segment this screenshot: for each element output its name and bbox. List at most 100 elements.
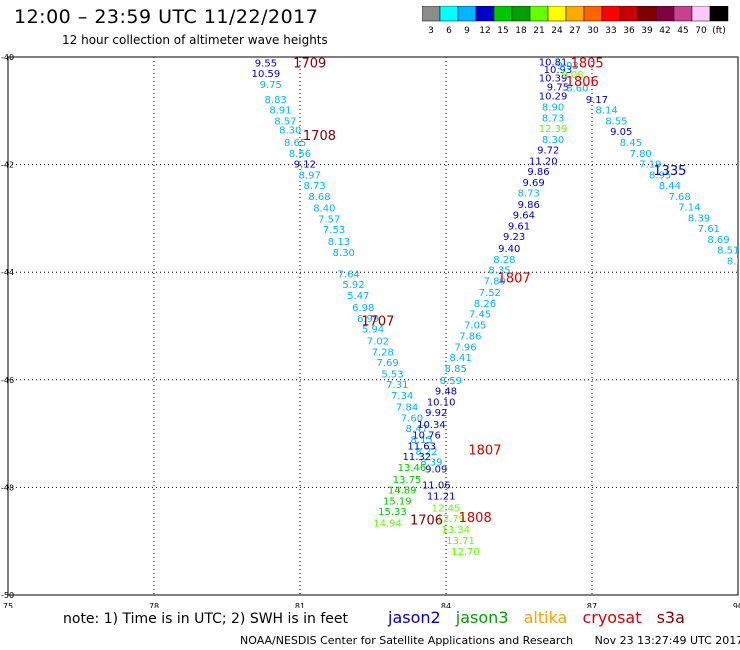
swh-point: 9.09	[425, 465, 447, 476]
footer-timestamp: Nov 23 13:27:49 UTC 2017	[594, 634, 740, 647]
y-tick-label: -48	[1, 483, 14, 492]
swh-point: 8.73	[518, 189, 540, 200]
swh-point: 7.68	[668, 192, 690, 203]
swh-point: 7.57	[318, 214, 340, 225]
swh-point: 8.83	[265, 95, 287, 106]
colorbar-swatch	[709, 6, 729, 22]
y-tick-label: -40	[1, 53, 14, 62]
swh-point: 9.75	[547, 83, 569, 94]
swh-point: 7.96	[454, 342, 476, 353]
pass-time-label: 1709	[293, 56, 326, 71]
pass-time-label: 1706	[410, 514, 443, 529]
pass-time-label: 1806	[566, 75, 599, 90]
pass-time-label: 1807	[468, 444, 501, 459]
swh-point: 7.80	[630, 149, 652, 160]
swh-point: 8.57	[274, 116, 296, 127]
swh-point: 9.05	[610, 127, 632, 138]
swh-point: 8.30	[333, 248, 355, 259]
swh-point: 7.34	[391, 391, 413, 402]
colorbar-label: 42	[659, 26, 670, 36]
swh-point: 8.13	[328, 237, 350, 248]
swh-point: 8.95	[649, 170, 671, 181]
legend-cryosat: cryosat	[582, 608, 642, 627]
swh-point: 12.70	[451, 547, 480, 558]
track-points: 9.5510.599.758.838.918.578.308.658.569.1…	[252, 56, 740, 558]
swh-colorbar: 3 6 9 12 15 18 21 24 27 30 33 36 39 42 45 70 (ft)	[422, 6, 729, 36]
footer: NOAA/NESDIS Center for Satellite Applica…	[240, 634, 740, 647]
plot-frame	[7, 56, 739, 596]
colorbar-label: 21	[533, 26, 544, 36]
swh-point: 9.75	[260, 80, 282, 91]
swh-point: 14.94	[373, 518, 402, 529]
swh-point: 9.23	[503, 232, 525, 243]
swh-point: 9.40	[498, 244, 520, 255]
swh-point: 10.81	[539, 57, 568, 68]
swh-point: 9.08	[561, 70, 583, 81]
y-tick-label: -50	[1, 591, 14, 600]
swh-point: 10.76	[412, 431, 441, 442]
swh-point: 7.52	[479, 288, 501, 299]
swh-point: 10.59	[252, 69, 281, 80]
pass-time-label: 1707	[361, 315, 394, 330]
time-units-note: note: 1) Time is in UTC; 2) SWH is in fe…	[63, 611, 349, 627]
chart-title: 12:00 – 23:59 UTC 11/22/2017	[14, 6, 319, 28]
y-tick-label: -44	[1, 268, 14, 277]
swh-point: 7.64	[338, 269, 360, 280]
swh-point: 7.28	[372, 347, 394, 358]
colorbar-label: 15	[497, 26, 508, 36]
swh-point: 5.53	[381, 369, 403, 380]
swh-point: 8.69	[707, 235, 729, 246]
legend-jason3: jason3	[455, 608, 509, 627]
swh-point: 8.26	[474, 299, 496, 310]
swh-point: 7.69	[376, 358, 398, 369]
colorbar-label: 9	[464, 26, 470, 36]
swh-point: 8.45	[620, 138, 642, 149]
colorbar-label: 18	[515, 26, 527, 36]
swh-point: 12.45	[432, 503, 461, 514]
wave-height-plot: 757881848790-40-42-44-46-48-509.5510.599…	[1, 53, 740, 608]
swh-point: 11.21	[427, 491, 456, 502]
swh-point: 7.05	[464, 320, 486, 331]
swh-point: 9.64	[513, 211, 535, 222]
pass-time-label: 1335	[653, 164, 686, 179]
swh-point: 10.34	[417, 420, 446, 431]
swh-point: 7.53	[323, 225, 345, 236]
colorbar-label: 6	[446, 26, 452, 36]
swh-point: 12.39	[539, 124, 568, 135]
swh-point: 8.55	[605, 116, 627, 127]
swh-point: 9.69	[522, 178, 544, 189]
swh-point: 7.60	[401, 413, 423, 424]
swh-point: 8.40	[313, 204, 335, 215]
swh-point: 8.28	[493, 255, 515, 266]
swh-point: 10.39	[539, 73, 568, 84]
swh-point: 9.60	[737, 267, 740, 278]
colorbar-label: (ft)	[712, 26, 726, 36]
swh-point: 10.93	[544, 65, 573, 76]
x-tick-label: 78	[149, 602, 159, 608]
swh-point: 8.30	[279, 126, 301, 137]
swh-point: 8.39	[420, 458, 442, 469]
swh-point: 8.47	[406, 424, 428, 435]
swh-point: 8.35	[488, 266, 510, 277]
swh-point: 8.14	[595, 106, 617, 117]
x-tick-label: 90	[733, 602, 740, 608]
swh-point: 8.44	[659, 181, 681, 192]
swh-point: 8.30	[542, 135, 564, 146]
colorbar-label: 70	[695, 26, 707, 36]
swh-point: 11.06	[422, 481, 451, 492]
swh-point: 11.63	[407, 441, 436, 452]
y-tick-label: -42	[1, 161, 14, 170]
swh-point: 8.90	[542, 102, 564, 113]
swh-point: 8.39	[688, 213, 710, 224]
swh-point: 9.12	[294, 160, 316, 171]
swh-point: 9.86	[518, 200, 540, 211]
legend-altika: altika	[523, 608, 568, 627]
swh-point: 13.46	[398, 463, 427, 474]
swh-point: 13.71	[446, 536, 475, 547]
swh-point: 13.75	[393, 475, 422, 486]
swh-point: 8.65	[284, 138, 306, 149]
swh-point: 8.22	[415, 447, 437, 458]
swh-point: 14.89	[388, 486, 417, 497]
swh-point: 8.73	[542, 113, 564, 124]
colorbar-label: 24	[551, 26, 563, 36]
